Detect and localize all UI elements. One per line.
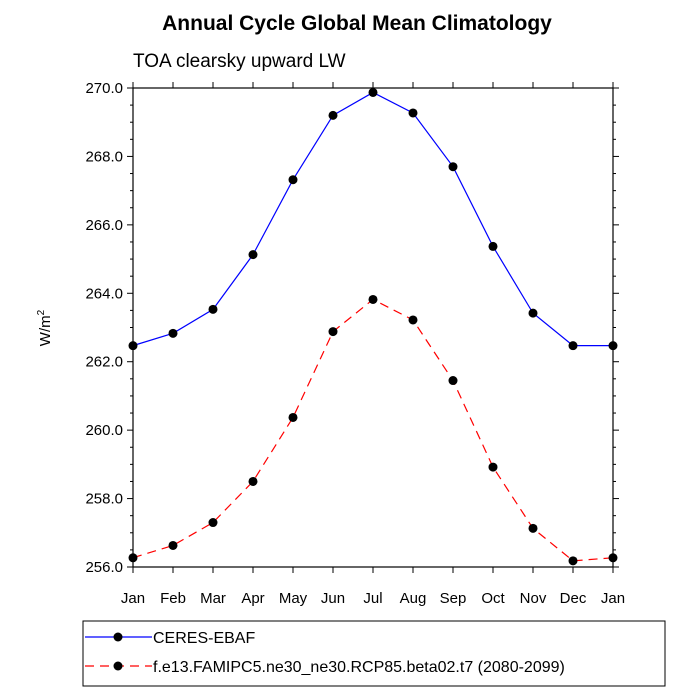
series-0-point <box>368 87 378 97</box>
legend-label-ceres: CERES-EBAF <box>153 630 255 647</box>
series-1-point <box>608 553 618 563</box>
series-1-point <box>368 294 378 304</box>
series-line-1 <box>132 298 614 562</box>
x-tick-label: Nov <box>520 590 547 607</box>
series-0-point <box>128 341 138 351</box>
series-0-point <box>608 341 618 351</box>
x-tick-label: Jan <box>121 590 145 607</box>
series-0-point <box>448 162 458 172</box>
plot-area: 256.0 258.0 260.0 262.0 264.0 266.0 268.0 270.0… <box>85 80 625 607</box>
series-points <box>128 87 618 566</box>
legend-label-model: f.e13.FAMIPC5.ne30_ne30.RCP85.beta02.t7 … <box>153 659 565 676</box>
series-1-point <box>168 540 178 550</box>
series-1-point <box>328 327 338 337</box>
series-1-point <box>448 376 458 386</box>
y-axis-label-superscript: 2 <box>36 309 47 315</box>
series-1-point <box>408 315 418 325</box>
series-0-point <box>528 308 538 318</box>
x-tick-label: May <box>279 590 308 607</box>
series-0-point <box>568 341 578 351</box>
x-tick-label: Apr <box>241 590 264 607</box>
y-tick-label: 260.0 <box>85 422 123 439</box>
series-line-0 <box>132 91 613 347</box>
series-0-point <box>328 110 338 120</box>
x-tick-label: Aug <box>400 590 427 607</box>
series-1-point <box>128 553 138 563</box>
y-tick-label: 268.0 <box>85 148 123 165</box>
x-tick-label: Oct <box>481 590 505 607</box>
x-tick-label: Sep <box>440 590 467 607</box>
series-1-point <box>208 518 218 528</box>
x-tick-label: Jan <box>601 590 625 607</box>
y-tick-label: 256.0 <box>85 559 123 576</box>
x-tick-label: Feb <box>160 590 186 607</box>
x-tick-label: Mar <box>200 590 226 607</box>
series-lines <box>132 91 614 562</box>
x-axis-ticks: Jan Feb Mar Apr May Jun Jul Aug Sep Oct Nov Dec Jan <box>121 82 625 607</box>
y-axis-label-base: W/m <box>37 315 54 346</box>
plot-frame <box>132 87 614 568</box>
series-1-point <box>248 476 258 486</box>
x-tick-label: Dec <box>560 590 587 607</box>
chart-subtitle: TOA clearsky upward LW <box>133 51 346 72</box>
y-tick-label: 266.0 <box>85 217 123 234</box>
series-0-point <box>288 175 298 185</box>
series-0-point <box>168 328 178 338</box>
y-tick-label: 258.0 <box>85 491 123 508</box>
series-0-point <box>248 250 258 260</box>
series-1-point <box>488 462 498 472</box>
chart-title: Annual Cycle Global Mean Climatology <box>162 12 552 35</box>
legend: CERES-EBAF f.e13.FAMIPC5.ne30_ne30.RCP85… <box>82 620 666 687</box>
y-axis-ticks: 256.0 258.0 260.0 262.0 264.0 266.0 268.0 270.0 <box>85 80 619 576</box>
series-1-point <box>568 556 578 566</box>
series-0-point <box>208 304 218 314</box>
legend-marker-ceres <box>113 632 123 642</box>
series-1-point <box>528 523 538 533</box>
y-axis-label: W/m2 <box>36 309 54 346</box>
series-0-point <box>488 241 498 251</box>
legend-marker-model <box>113 661 123 671</box>
y-tick-label: 264.0 <box>85 285 123 302</box>
x-tick-label: Jun <box>321 590 345 607</box>
legend-box <box>82 620 666 687</box>
legend-entry-model: f.e13.FAMIPC5.ne30_ne30.RCP85.beta02.t7 … <box>85 659 565 676</box>
series-0-point <box>408 108 418 118</box>
y-tick-label: 262.0 <box>85 354 123 371</box>
series-1-point <box>288 412 298 422</box>
legend-entry-ceres: CERES-EBAF <box>85 630 255 647</box>
x-tick-label: Jul <box>363 590 382 607</box>
y-tick-label: 270.0 <box>85 80 123 97</box>
